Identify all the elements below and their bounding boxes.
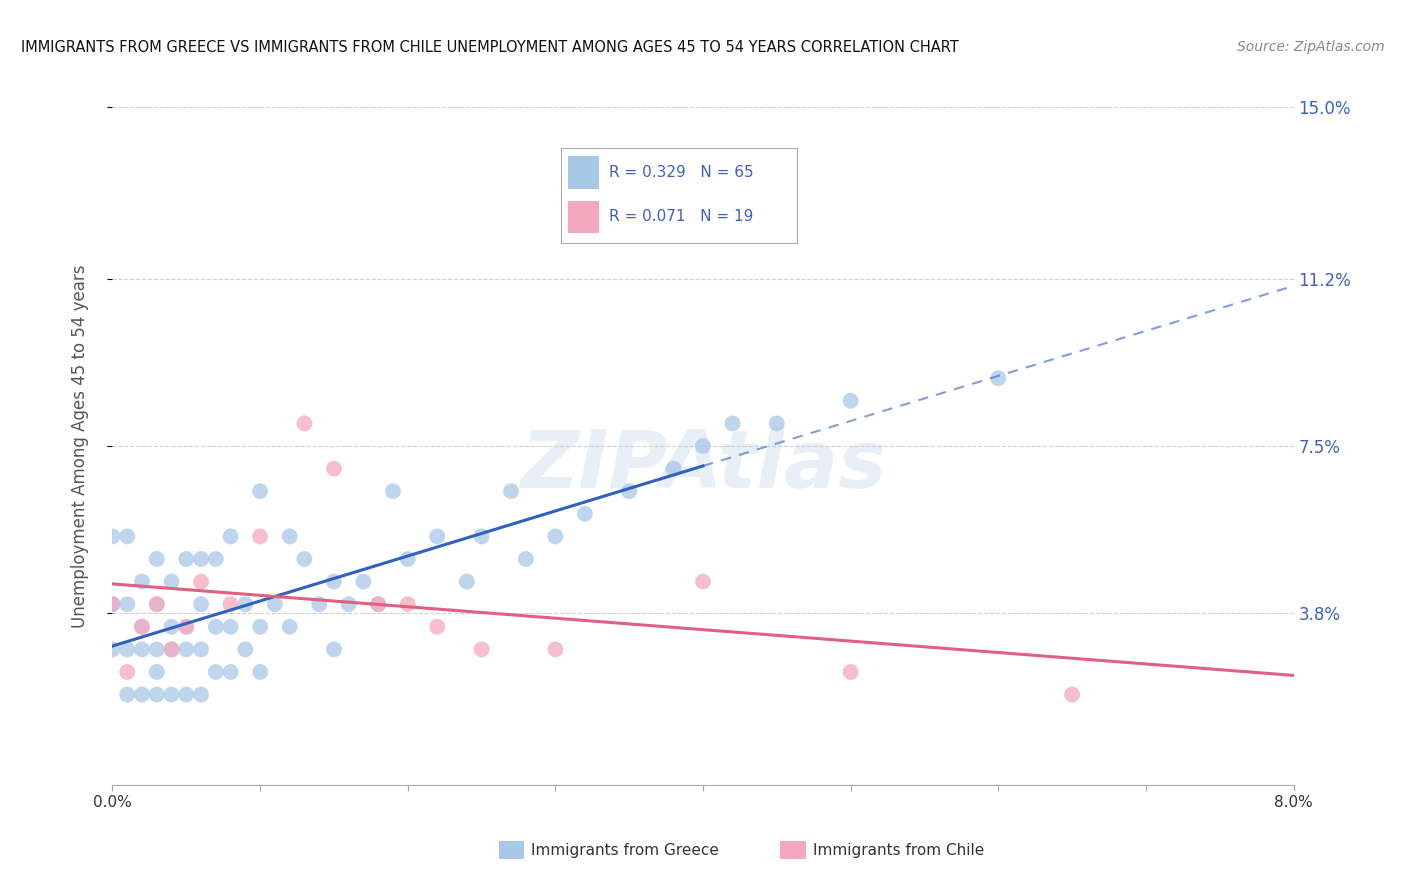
Y-axis label: Unemployment Among Ages 45 to 54 years: Unemployment Among Ages 45 to 54 years (70, 264, 89, 628)
Point (426, 529, 449, 543)
Point (205, 620, 228, 634)
Point (117, 665, 138, 679)
Point (174, 552, 197, 566)
Point (456, 574, 478, 589)
Point (292, 417, 315, 431)
Point (219, 597, 242, 611)
Point (174, 620, 197, 634)
Point (205, 665, 228, 679)
Point (471, 642, 494, 657)
Point (249, 484, 271, 499)
Point (515, 552, 537, 566)
Point (233, 642, 256, 657)
Point (146, 688, 169, 702)
Point (190, 552, 212, 566)
Point (278, 620, 301, 634)
Point (249, 620, 271, 634)
Point (839, 665, 862, 679)
Point (146, 552, 169, 566)
Text: IMMIGRANTS FROM GREECE VS IMMIGRANTS FROM CHILE UNEMPLOYMENT AMONG AGES 45 TO 54: IMMIGRANTS FROM GREECE VS IMMIGRANTS FRO… (21, 40, 959, 55)
Point (146, 665, 169, 679)
Point (160, 688, 183, 702)
Point (323, 574, 346, 589)
Point (131, 688, 153, 702)
Point (190, 642, 212, 657)
Point (146, 597, 169, 611)
Point (117, 642, 138, 657)
Point (219, 620, 242, 634)
Point (117, 688, 138, 702)
Point (117, 529, 138, 543)
Point (367, 597, 389, 611)
Point (574, 507, 596, 521)
Point (219, 665, 242, 679)
Point (146, 642, 169, 657)
Point (131, 620, 153, 634)
Point (131, 620, 153, 634)
Point (160, 620, 183, 634)
Point (101, 597, 124, 611)
Point (174, 620, 197, 634)
Bar (568, 156, 599, 188)
Bar (568, 201, 599, 233)
Point (205, 552, 228, 566)
Point (249, 529, 271, 543)
Point (101, 642, 124, 657)
Point (174, 642, 197, 657)
Point (174, 688, 197, 702)
Point (308, 597, 330, 611)
Point (249, 665, 271, 679)
Point (264, 597, 287, 611)
Point (101, 529, 124, 543)
Point (396, 597, 419, 611)
Point (146, 597, 169, 611)
Point (160, 574, 183, 589)
Point (190, 574, 212, 589)
Point (544, 529, 567, 543)
Point (323, 642, 346, 657)
Point (278, 529, 301, 543)
Point (190, 597, 212, 611)
Point (501, 484, 523, 499)
Point (160, 642, 183, 657)
Text: R = 0.329   N = 65: R = 0.329 N = 65 (609, 165, 754, 180)
Point (233, 597, 256, 611)
Point (544, 642, 567, 657)
Point (117, 597, 138, 611)
Point (382, 484, 405, 499)
Point (426, 620, 449, 634)
Point (337, 597, 360, 611)
Point (471, 529, 494, 543)
Point (292, 552, 315, 566)
Point (367, 597, 389, 611)
Text: ZIPAtlas: ZIPAtlas (520, 427, 886, 506)
Point (101, 597, 124, 611)
Point (160, 642, 183, 657)
Point (987, 371, 1010, 385)
Point (692, 574, 714, 589)
Point (219, 529, 242, 543)
Point (131, 574, 153, 589)
Point (765, 417, 787, 431)
Point (839, 393, 862, 408)
Text: Immigrants from Greece: Immigrants from Greece (531, 843, 720, 857)
Point (619, 484, 641, 499)
Point (721, 417, 744, 431)
Point (396, 552, 419, 566)
Point (662, 461, 685, 475)
Text: R = 0.071   N = 19: R = 0.071 N = 19 (609, 210, 752, 225)
Point (190, 688, 212, 702)
Text: Source: ZipAtlas.com: Source: ZipAtlas.com (1237, 40, 1385, 54)
Point (352, 574, 374, 589)
Point (692, 439, 714, 453)
Point (323, 461, 346, 475)
Point (1062, 688, 1084, 702)
Point (131, 642, 153, 657)
Text: Immigrants from Chile: Immigrants from Chile (813, 843, 984, 857)
